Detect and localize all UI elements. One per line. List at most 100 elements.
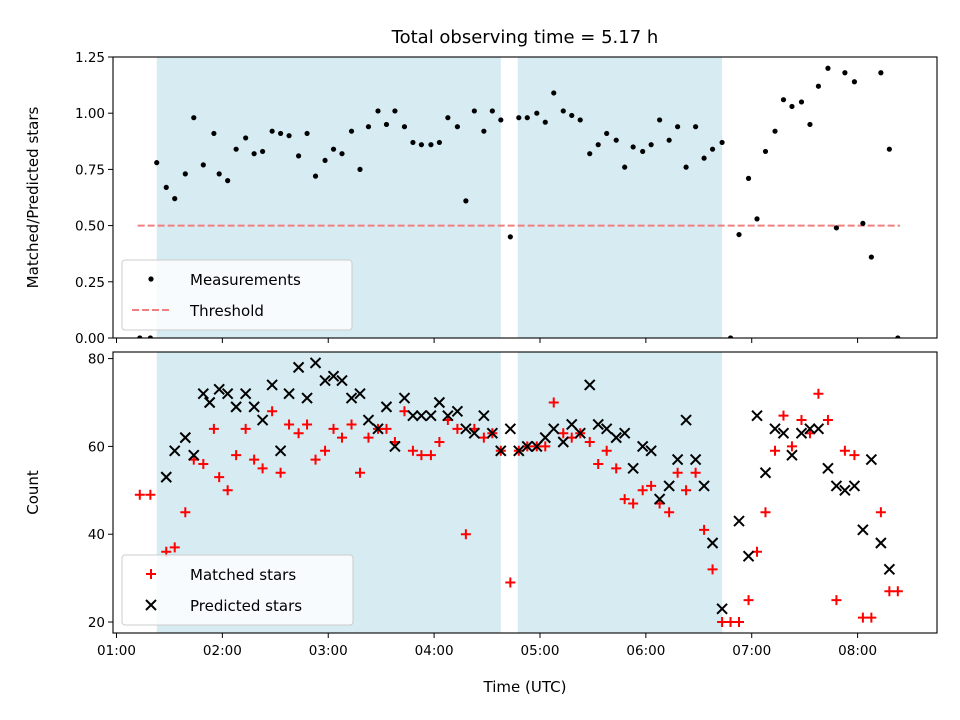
x-tick-label: 05:00 <box>521 643 560 659</box>
data-point <box>822 415 833 426</box>
data-point <box>339 151 345 157</box>
data-point <box>857 612 868 623</box>
data-point <box>831 595 842 606</box>
data-point <box>860 220 866 226</box>
data-point <box>310 454 321 465</box>
data-point <box>312 173 319 179</box>
data-point <box>637 485 648 496</box>
legend-marker <box>148 276 154 282</box>
data-point <box>505 577 516 588</box>
data-point <box>225 178 231 184</box>
data-point <box>717 617 728 628</box>
data-point <box>309 357 322 369</box>
data-point <box>883 563 896 576</box>
data-point <box>789 103 795 110</box>
data-point <box>733 515 745 527</box>
data-point <box>208 423 219 434</box>
data-point <box>524 115 530 121</box>
data-point <box>445 115 451 121</box>
data-point <box>611 463 622 474</box>
bottom-panel: 20 40 60 80 01:00 02:00 03:00 04:00 05:00 06:00 07… <box>24 351 938 696</box>
data-point <box>436 139 443 146</box>
data-point <box>295 153 302 159</box>
data-point <box>346 419 357 430</box>
data-point <box>292 361 305 374</box>
data-point <box>375 108 381 114</box>
data-point <box>666 137 672 143</box>
data-point <box>786 449 798 461</box>
data-point <box>348 128 355 134</box>
y-tick-label: 80 <box>88 352 105 368</box>
data-point <box>610 431 622 444</box>
data-point <box>284 419 295 430</box>
data-point <box>471 108 477 114</box>
data-point <box>619 494 630 505</box>
data-point <box>460 529 471 540</box>
data-point <box>736 231 742 238</box>
data-point <box>751 409 763 422</box>
data-point <box>243 135 249 141</box>
data-point <box>592 418 604 431</box>
data-point <box>646 480 657 491</box>
y-tick-label: 0.50 <box>75 219 105 235</box>
data-point <box>577 117 583 123</box>
data-point <box>699 524 710 535</box>
data-point <box>507 234 513 240</box>
data-point <box>772 128 778 134</box>
data-point <box>762 148 769 155</box>
data-point <box>548 397 559 408</box>
data-point <box>275 467 286 478</box>
data-point <box>636 440 649 453</box>
data-point <box>286 133 292 139</box>
data-point <box>745 175 752 181</box>
data-point <box>849 450 860 461</box>
data-point <box>878 70 884 76</box>
data-point <box>277 130 284 137</box>
data-point <box>363 432 374 443</box>
data-point <box>145 489 156 500</box>
data-point <box>778 410 789 421</box>
data-point <box>415 409 428 422</box>
data-point <box>601 445 612 456</box>
data-point <box>760 507 771 518</box>
data-point <box>534 110 540 116</box>
data-point <box>180 507 191 518</box>
data-point <box>683 164 689 170</box>
data-point <box>401 124 408 130</box>
data-point <box>521 440 533 453</box>
data-point <box>274 445 287 457</box>
data-point <box>812 423 825 435</box>
data-point <box>648 142 654 148</box>
y-tick-label: 0.00 <box>75 331 105 347</box>
data-point <box>200 162 206 168</box>
data-point <box>147 335 153 338</box>
data-point <box>416 450 427 461</box>
axes-frame <box>112 56 938 339</box>
data-point <box>628 498 639 509</box>
data-point <box>337 432 348 443</box>
data-point <box>267 406 278 417</box>
data-point <box>248 401 260 413</box>
data-point <box>495 445 507 457</box>
data-point <box>230 401 242 413</box>
legend-label: Threshold <box>189 302 264 320</box>
x-tick-label: 03:00 <box>309 643 348 659</box>
data-point <box>593 458 604 469</box>
data-point <box>754 216 760 222</box>
data-point <box>895 335 901 338</box>
data-point <box>727 335 734 338</box>
x-tick-label: 02:00 <box>203 643 242 659</box>
data-point <box>504 423 517 435</box>
data-point <box>489 108 495 114</box>
data-point <box>584 437 595 448</box>
data-point <box>389 440 401 453</box>
data-point <box>875 507 886 518</box>
data-point <box>693 124 699 130</box>
data-point <box>336 374 348 387</box>
data-point <box>698 480 710 492</box>
data-point <box>540 441 551 452</box>
data-point <box>857 524 869 536</box>
series-predicted-stars <box>160 357 896 615</box>
data-point <box>681 485 692 496</box>
data-point <box>833 225 840 231</box>
